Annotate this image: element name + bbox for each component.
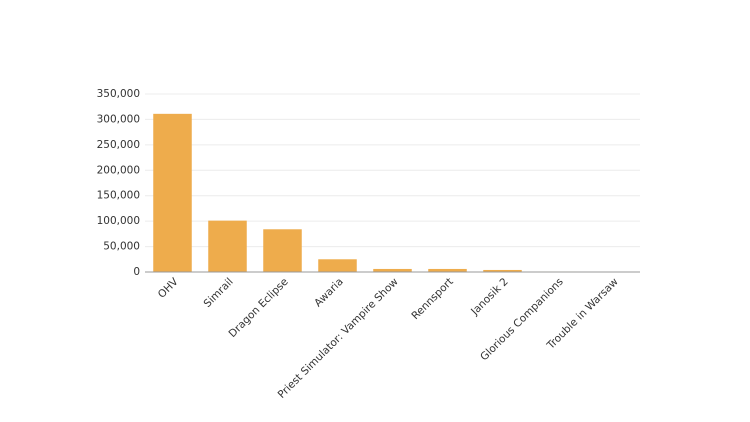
y-tick-label: 300,000 [97,113,140,125]
x-tick-label: Rennsport [409,276,455,322]
bar [428,268,467,272]
x-tick-label: Dragon Eclipse [227,276,291,340]
y-tick-label: 150,000 [97,190,140,202]
y-tick-label: 350,000 [97,88,140,100]
x-tick-label: OHV [156,275,182,301]
y-tick-label: 200,000 [97,164,140,176]
y-tick-label: 50,000 [103,241,140,253]
x-tick-label: Priest Simulator: Vampire Show [276,275,401,400]
y-tick-label: 0 [133,266,140,278]
bar [263,229,302,272]
bar [373,268,412,272]
bar [318,259,357,272]
x-tick-label: Awaria [312,276,346,310]
bar [483,269,522,272]
bar [208,220,247,272]
y-tick-label: 100,000 [97,215,140,227]
x-tick-label: Simrail [202,276,236,310]
y-tick-label: 250,000 [97,139,140,151]
bar [153,113,192,272]
x-tick-label: Janosik 2 [468,276,511,319]
